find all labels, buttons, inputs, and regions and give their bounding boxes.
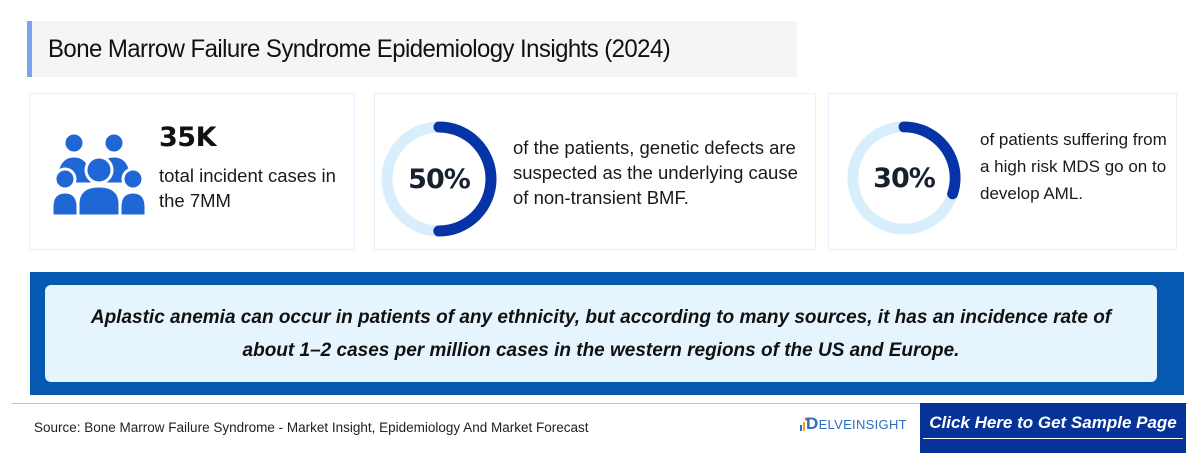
page-title: Bone Marrow Failure Syndrome Epidemiolog… xyxy=(48,34,671,63)
title-bar: Bone Marrow Failure Syndrome Epidemiolog… xyxy=(27,21,797,77)
incident-cases-description: total incident cases in the 7MM xyxy=(159,165,336,211)
callout-text: Aplastic anemia can occur in patients of… xyxy=(90,306,1112,361)
genetic-defects-description: of the patients, genetic defects are sus… xyxy=(513,137,798,208)
stat-card-genetic-defects: 50% of the patients, genetic defects are… xyxy=(374,93,816,250)
logo-text: DELVEINSIGHT xyxy=(806,414,907,433)
callout-box: Aplastic anemia can occur in patients of… xyxy=(30,272,1184,395)
progress-ring-30 xyxy=(847,121,961,235)
stat-card-incident-cases: 35K total incident cases in the 7MM xyxy=(29,93,355,250)
people-group-icon xyxy=(52,132,146,218)
mds-aml-description: of patients suffering from a high risk M… xyxy=(980,130,1167,203)
footer-divider xyxy=(12,403,1188,404)
mds-aml-percent: 30% xyxy=(873,162,936,194)
get-sample-page-label: Click Here to Get Sample Page xyxy=(923,413,1183,439)
logo-bars-icon xyxy=(800,417,808,431)
progress-ring-50 xyxy=(381,121,497,237)
genetic-defects-percent: 50% xyxy=(408,163,471,195)
delveinsight-logo: DELVEINSIGHT xyxy=(800,412,907,436)
callout-inner: Aplastic anemia can occur in patients of… xyxy=(45,285,1157,382)
stat-card-mds-aml: 30% of patients suffering from a high ri… xyxy=(828,93,1177,250)
source-citation: Source: Bone Marrow Failure Syndrome - M… xyxy=(34,420,589,435)
get-sample-page-button[interactable]: Click Here to Get Sample Page xyxy=(920,403,1186,453)
incident-cases-value: 35K xyxy=(159,122,217,153)
